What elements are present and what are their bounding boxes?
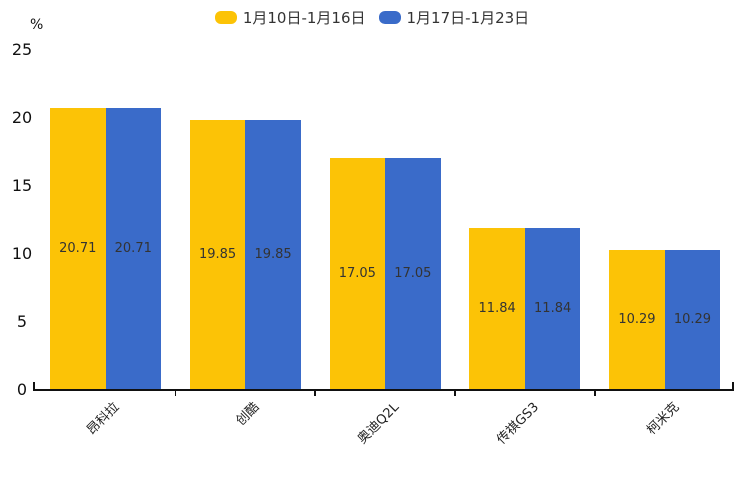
bar-value-label: 17.05 <box>338 265 376 281</box>
bar-value-label: 11.84 <box>478 300 516 316</box>
legend: 1月10日-1月16日 1月17日-1月23日 <box>0 7 744 28</box>
y-axis-unit-label: % <box>30 17 44 33</box>
y-axis-tick-label: 25 <box>11 39 33 59</box>
y-axis-tick-label: 10 <box>11 243 33 263</box>
bar-series2 <box>385 157 441 390</box>
bar-series1 <box>469 228 525 390</box>
legend-swatch-icon <box>214 11 237 24</box>
x-axis-tick <box>314 390 316 396</box>
legend-item: 1月17日-1月23日 <box>378 7 530 28</box>
bar-value-label: 20.71 <box>59 240 97 256</box>
bar-series2 <box>105 107 161 390</box>
y-axis-tick-label: 0 <box>16 379 28 399</box>
x-axis-category-label: 柯米克 <box>643 399 683 438</box>
bar-series1 <box>609 249 665 390</box>
y-axis-tick-label: 20 <box>11 107 33 127</box>
x-axis-line <box>33 388 734 391</box>
x-axis-tick <box>594 390 596 396</box>
x-axis-end-tick <box>732 381 734 389</box>
bar-value-label: 10.29 <box>673 311 712 327</box>
bar-series1 <box>50 107 106 390</box>
x-axis-tick <box>174 390 177 396</box>
x-axis-end-tick <box>33 381 35 389</box>
bar-series1 <box>189 119 246 390</box>
bar-value-label: 20.71 <box>114 240 152 256</box>
legend-item: 1月10日-1月16日 <box>214 7 366 28</box>
x-axis-tick <box>454 390 456 396</box>
bar-value-label: 10.29 <box>618 311 656 327</box>
y-axis-tick-label: 5 <box>16 311 28 331</box>
legend-label: 1月10日-1月16日 <box>242 9 366 27</box>
y-axis-tick-label: 15 <box>11 175 33 195</box>
x-axis-category-label: 昂科拉 <box>84 399 123 438</box>
bar-series2 <box>664 249 721 390</box>
x-axis-category-label: 传祺GS3 <box>494 399 543 448</box>
x-axis-category-label: 奥迪Q2L <box>355 399 403 447</box>
bar-value-label: 17.05 <box>394 265 432 281</box>
x-axis-category-label: 创酷 <box>233 399 263 429</box>
bar-value-label: 19.85 <box>254 246 292 262</box>
legend-label: 1月17日-1月23日 <box>406 9 530 27</box>
bar-series2 <box>245 119 301 390</box>
bar-series2 <box>524 228 581 390</box>
legend-swatch-icon <box>378 11 401 24</box>
bar-value-label: 11.84 <box>534 300 572 316</box>
bar-value-label: 19.85 <box>198 246 237 262</box>
bar-series1 <box>329 157 386 390</box>
